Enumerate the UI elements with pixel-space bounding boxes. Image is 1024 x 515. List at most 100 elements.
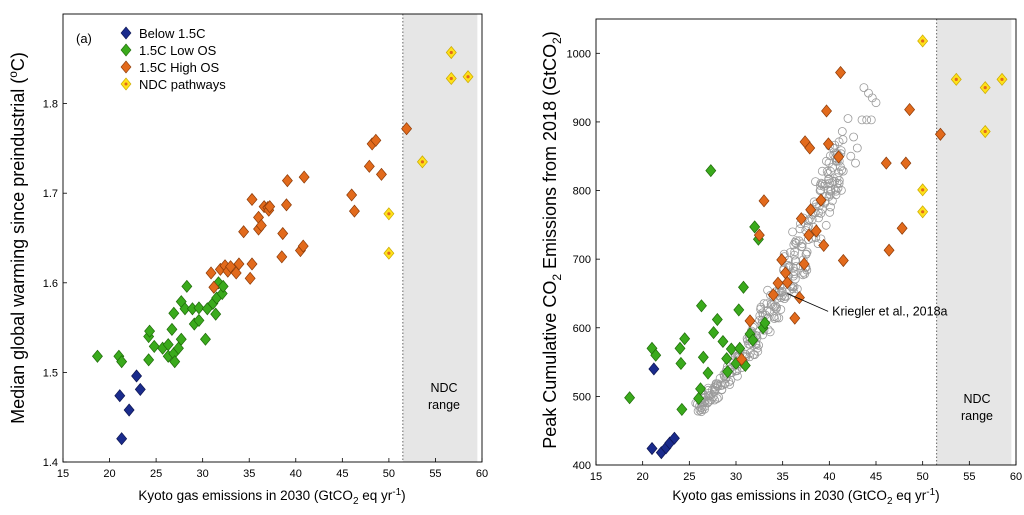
data-point-1-5c-high-os	[780, 266, 791, 280]
legend-marker-below-1-5c	[120, 26, 132, 40]
literature-scenario-point	[788, 227, 797, 237]
data-point-1-5c-high-os	[255, 218, 267, 233]
data-point-1-5c-high-os	[208, 280, 220, 294]
data-point-1-5c-high-os	[233, 257, 245, 271]
data-point-1-5c-high-os	[375, 167, 387, 181]
data-point-below-1-5c	[123, 403, 135, 417]
y-tick-label: 500	[573, 391, 591, 403]
y-tick-label: 1.4	[43, 457, 58, 469]
literature-scenario-point	[755, 311, 765, 321]
data-point-1-5c-high-os	[880, 156, 892, 170]
x-tick-label: 15	[590, 471, 602, 483]
data-point-1-5c-high-os	[238, 225, 250, 239]
data-point-1-5c-high-os	[810, 224, 822, 238]
data-point-1-5c-high-os	[795, 212, 807, 226]
data-point-1-5c-low-os	[193, 301, 205, 315]
data-point-1-5c-low-os	[708, 326, 720, 340]
y-label-tail: C)	[8, 52, 28, 71]
literature-scenario-point	[814, 213, 823, 223]
x-tick-label: 55	[963, 471, 975, 483]
data-point-1-5c-low-os	[721, 352, 733, 366]
data-point-1-5c-high-os	[264, 200, 276, 214]
y-tick-label: 900	[573, 117, 591, 129]
literature-scenario-point	[834, 179, 844, 188]
data-point-1-5c-high-os	[244, 271, 256, 285]
x-axis-label-b: Kyoto gas emissions in 2030 (GtCO2 eq yr…	[672, 487, 939, 507]
x-label-tail: eq yr	[893, 488, 927, 503]
data-point-1-5c-low-os	[749, 220, 761, 234]
data-point-center	[983, 86, 987, 90]
data-point-1-5c-low-os	[210, 307, 222, 321]
data-point-1-5c-high-os	[767, 288, 779, 302]
literature-scenario-point	[790, 237, 800, 247]
x-tick-label: 30	[730, 471, 742, 483]
y-tick-label: 800	[573, 186, 591, 198]
data-point-1-5c-high-os	[804, 141, 816, 155]
data-point-1-5c-high-os	[753, 228, 765, 242]
data-point-center	[420, 160, 425, 164]
x-tick-label: 60	[476, 468, 488, 480]
y-tick-label: 1.7	[43, 188, 58, 200]
data-point-1-5c-low-os	[168, 306, 180, 320]
data-point-center	[921, 39, 925, 43]
data-point-center	[466, 75, 470, 79]
data-point-1-5c-high-os	[794, 291, 805, 305]
ndc-range-shade	[402, 14, 478, 462]
data-point-1-5c-high-os	[837, 253, 849, 268]
y-axis-label-a: Median global warming since preindustria…	[6, 52, 28, 424]
y-label-sup: o	[6, 71, 20, 78]
data-point-1-5c-high-os	[246, 192, 258, 207]
data-point-below-1-5c	[134, 382, 146, 396]
x-axis-label-a: Kyoto gas emissions in 2030 (GtCO2 eq yr…	[138, 487, 405, 507]
data-point-1-5c-low-os	[181, 279, 193, 293]
data-point-1-5c-low-os	[734, 341, 746, 355]
data-point-1-5c-low-os	[217, 279, 229, 293]
data-point-1-5c-low-os	[705, 164, 717, 178]
data-point-1-5c-high-os	[789, 311, 801, 325]
literature-scenario-point	[824, 158, 834, 168]
data-point-1-5c-low-os	[166, 322, 178, 336]
legend-label: Below 1.5C	[139, 26, 205, 41]
legend: Below 1.5C 1.5C Low OS 1.5C High OS NDC …	[120, 26, 226, 92]
x-tick-label: 45	[336, 468, 348, 480]
literature-scenario-point	[703, 398, 712, 408]
literature-scenario-point	[849, 132, 858, 142]
axis-ticks-a: 15 20 25 30 35 40 45 50 55 60 1.4 1.5 1.6 1.7 1.8	[43, 99, 488, 480]
y-label-sub: 2	[550, 274, 564, 281]
data-point-1-5c-high-os	[803, 228, 815, 242]
literature-scenario-point	[782, 291, 791, 301]
literature-scenario-point	[807, 214, 817, 224]
data-point-below-1-5c	[668, 431, 680, 445]
data-point-below-1-5c	[116, 432, 128, 446]
data-point-center	[921, 188, 925, 192]
data-points-a	[91, 45, 474, 446]
data-point-1-5c-low-os	[91, 349, 103, 363]
x-tick-label: 50	[917, 471, 929, 483]
literature-scenario-point	[771, 301, 780, 311]
data-point-1-5c-high-os	[896, 221, 908, 235]
data-point-1-5c-high-os	[246, 257, 258, 271]
literature-scenario-point	[797, 239, 807, 249]
literature-scenario-point	[776, 293, 786, 303]
literature-scenario-point	[765, 307, 774, 317]
x-tick-label: 45	[870, 471, 882, 483]
data-point-1-5c-high-os	[772, 276, 784, 290]
data-point-1-5c-high-os	[805, 203, 817, 217]
data-point-1-5c-low-os	[717, 334, 729, 349]
data-point-center	[387, 251, 391, 255]
literature-scenario-point	[837, 127, 847, 136]
literature-scenario-point	[859, 83, 869, 92]
literature-scenario-point	[770, 314, 779, 323]
legend-label: 1.5C High OS	[139, 60, 220, 75]
data-point-center	[1000, 77, 1004, 81]
data-point-1-5c-low-os	[169, 355, 181, 369]
data-point-1-5c-high-os	[818, 238, 830, 252]
data-point-1-5c-high-os	[298, 170, 310, 184]
data-point-1-5c-low-os	[193, 313, 205, 327]
data-point-center	[921, 210, 925, 214]
data-point-center	[449, 50, 453, 55]
data-point-1-5c-high-os	[781, 275, 793, 290]
legend-item-low-os: 1.5C Low OS	[120, 43, 217, 58]
literature-scenario-point	[798, 270, 808, 280]
ndc-range-label-line2: range	[961, 409, 993, 423]
